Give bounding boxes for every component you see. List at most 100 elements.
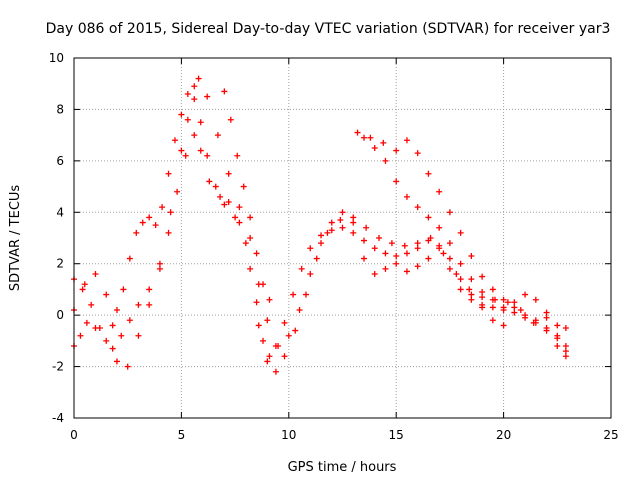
data-point xyxy=(522,314,529,321)
y-tick-label: 4 xyxy=(56,205,64,219)
x-tick-label: 20 xyxy=(496,428,511,442)
data-point xyxy=(414,150,421,157)
y-tick-label: -4 xyxy=(52,411,64,425)
data-point xyxy=(79,286,86,293)
data-point xyxy=(232,214,239,221)
data-point xyxy=(350,229,357,236)
data-point xyxy=(260,337,267,344)
data-point xyxy=(562,348,569,355)
data-point xyxy=(436,224,443,231)
data-point xyxy=(184,91,191,97)
data-point xyxy=(281,319,288,326)
data-point xyxy=(440,250,447,257)
series-trace-4 xyxy=(221,88,273,303)
data-point xyxy=(242,240,249,247)
data-point xyxy=(281,353,288,360)
data-point xyxy=(554,322,561,329)
data-point xyxy=(371,145,378,151)
data-point xyxy=(92,271,99,277)
data-point xyxy=(206,178,213,185)
data-point xyxy=(133,229,140,236)
x-axis-label: GPS time / hours xyxy=(288,460,397,475)
y-tick-label: -2 xyxy=(52,360,64,374)
data-point xyxy=(489,296,496,303)
data-point xyxy=(88,301,95,308)
data-point xyxy=(376,235,383,241)
data-point xyxy=(165,229,172,236)
data-point xyxy=(414,204,421,211)
tick-labels: 0 5 10 15 20 25 -4 -2 0 2 4 6 8 10 xyxy=(49,51,619,442)
data-point xyxy=(156,260,163,267)
series-trace-2 xyxy=(71,132,569,375)
data-point xyxy=(307,245,314,252)
data-point xyxy=(511,309,518,316)
data-point xyxy=(360,255,367,262)
data-point xyxy=(489,286,496,293)
chart-title: Day 086 of 2015, Sidereal Day-to-day VTE… xyxy=(46,21,611,37)
data-point xyxy=(403,137,410,144)
data-point xyxy=(554,335,561,342)
data-point xyxy=(414,240,421,247)
data-point xyxy=(403,250,410,257)
data-point xyxy=(236,219,243,226)
data-point xyxy=(197,147,204,154)
data-point xyxy=(234,152,241,159)
data-point xyxy=(191,132,198,139)
data-point xyxy=(247,214,254,221)
data-point xyxy=(500,296,507,303)
data-point xyxy=(236,204,243,211)
data-point xyxy=(182,152,189,159)
data-point xyxy=(446,209,453,216)
data-point xyxy=(156,265,163,272)
data-point xyxy=(318,240,325,247)
data-point xyxy=(221,88,228,95)
data-point xyxy=(427,235,434,241)
data-point xyxy=(562,325,569,331)
data-point xyxy=(466,286,473,293)
data-point xyxy=(380,139,387,146)
data-point xyxy=(371,245,378,252)
data-point xyxy=(178,111,185,118)
data-point xyxy=(77,332,84,339)
data-point xyxy=(414,263,421,270)
data-point xyxy=(120,286,127,293)
axis-ticks xyxy=(73,57,612,419)
data-point xyxy=(214,132,221,139)
data-point xyxy=(275,343,282,349)
data-point xyxy=(126,255,133,262)
data-point xyxy=(337,217,344,223)
data-point xyxy=(83,319,90,326)
data-point xyxy=(425,170,432,177)
data-point xyxy=(446,255,453,262)
y-tick-label: 0 xyxy=(56,308,64,322)
data-point xyxy=(103,291,110,298)
data-point xyxy=(517,307,524,313)
data-point xyxy=(350,214,357,221)
data-point xyxy=(307,271,314,277)
data-point xyxy=(296,307,303,313)
data-point xyxy=(103,337,110,344)
data-point xyxy=(468,291,475,298)
data-point xyxy=(146,286,153,293)
data-point xyxy=(543,314,550,321)
data-point xyxy=(479,294,486,301)
data-point xyxy=(225,170,232,177)
data-point xyxy=(328,227,335,234)
data-point xyxy=(479,289,486,295)
data-point xyxy=(446,240,453,247)
data-point xyxy=(436,188,443,195)
data-point xyxy=(532,296,539,303)
data-point xyxy=(367,134,374,141)
data-point xyxy=(204,152,211,159)
data-point xyxy=(468,296,475,303)
y-axis-label: SDTVAR / TECUs xyxy=(8,185,23,292)
data-point xyxy=(457,229,464,236)
data-point xyxy=(266,296,273,303)
data-point xyxy=(500,322,507,329)
x-tick-label: 0 xyxy=(70,428,78,442)
series-trace-3 xyxy=(71,75,507,370)
data-point xyxy=(554,343,561,349)
data-point xyxy=(81,281,88,288)
data-point xyxy=(165,170,172,177)
data-point xyxy=(174,188,181,195)
